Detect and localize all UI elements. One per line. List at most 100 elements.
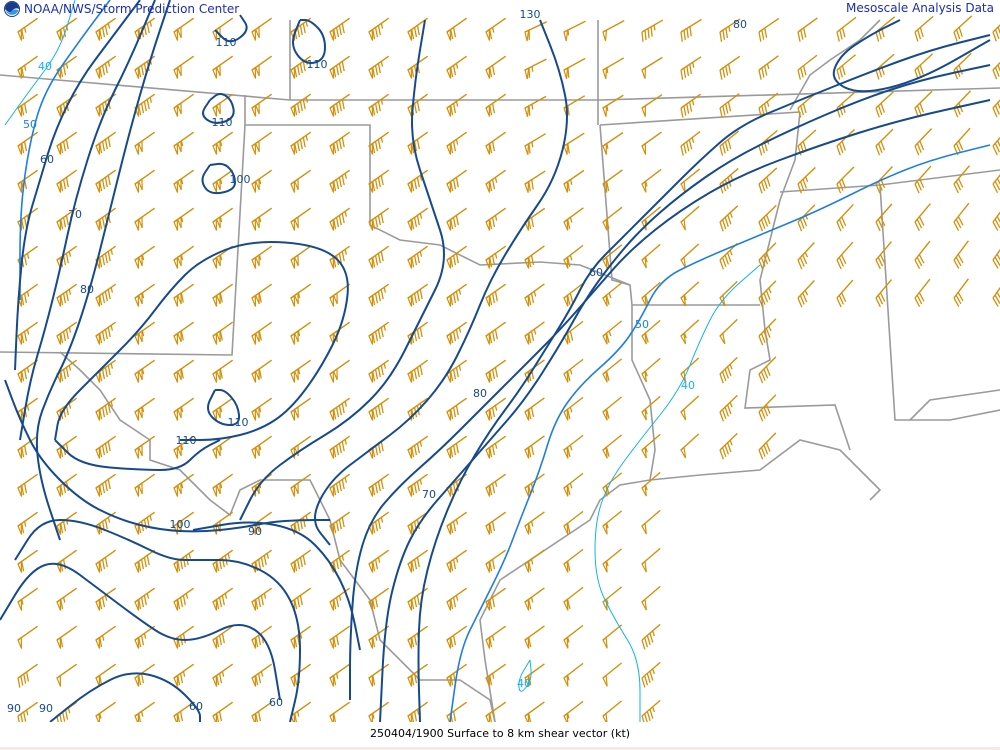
barb-full bbox=[56, 715, 60, 722]
wind-barb bbox=[485, 397, 507, 421]
barb-full bbox=[644, 637, 649, 648]
barb-full bbox=[958, 27, 963, 37]
shear-contour bbox=[54, 439, 221, 472]
wind-barb bbox=[329, 207, 351, 231]
barb-full bbox=[413, 635, 418, 646]
barb-full bbox=[341, 99, 345, 110]
barb-half bbox=[729, 212, 733, 218]
wind-barb bbox=[212, 663, 234, 687]
barb-pennant bbox=[563, 598, 569, 611]
barb-half bbox=[533, 291, 537, 297]
barb-full bbox=[380, 479, 384, 490]
barb-full bbox=[802, 178, 807, 189]
barb-pennant bbox=[56, 598, 62, 611]
barb-full bbox=[341, 441, 345, 452]
barb-full bbox=[452, 445, 457, 456]
barb-pennant bbox=[251, 636, 257, 649]
barb-pennant bbox=[641, 332, 647, 345]
barb-half bbox=[141, 254, 145, 261]
barb-full bbox=[302, 61, 306, 72]
wind-barb bbox=[836, 54, 856, 80]
wind-barb bbox=[407, 245, 429, 269]
barb-pennant bbox=[641, 598, 647, 611]
barb-full bbox=[25, 671, 30, 682]
wind-barb bbox=[290, 131, 312, 155]
barb-pennant bbox=[641, 142, 647, 155]
contour-label: 70 bbox=[422, 488, 436, 501]
barb-full bbox=[374, 369, 379, 380]
barb-full bbox=[758, 69, 762, 80]
barb-full bbox=[683, 30, 686, 41]
barb-pennant bbox=[95, 332, 101, 345]
wind-barb bbox=[329, 663, 351, 687]
barb-full bbox=[450, 333, 454, 344]
barb-full bbox=[413, 673, 418, 684]
wind-barb bbox=[641, 699, 661, 722]
barb-full bbox=[450, 67, 454, 78]
barb-pennant bbox=[407, 370, 413, 383]
barb-full bbox=[377, 25, 381, 36]
barb-full bbox=[880, 103, 885, 113]
barb-staff bbox=[797, 279, 815, 299]
barb-full bbox=[875, 69, 880, 80]
barb-full bbox=[372, 219, 376, 230]
barb-full bbox=[17, 715, 21, 722]
barb-pennant bbox=[293, 253, 299, 267]
barb-full bbox=[877, 181, 883, 191]
barb-pennant bbox=[215, 139, 221, 153]
barb-pennant bbox=[173, 104, 179, 117]
barb-full bbox=[763, 406, 769, 417]
wind-barb bbox=[368, 435, 390, 459]
barb-full bbox=[333, 637, 337, 648]
barb-full bbox=[725, 65, 729, 76]
wind-barb bbox=[56, 283, 78, 307]
barb-full bbox=[143, 557, 147, 568]
barb-half bbox=[455, 519, 459, 525]
barb-full bbox=[372, 257, 376, 268]
barb-full bbox=[333, 485, 337, 496]
wind-barb bbox=[173, 17, 195, 41]
barb-full bbox=[99, 143, 103, 154]
barb-full bbox=[605, 370, 610, 381]
contour-labels: 4050607080100110110110110110100908070605… bbox=[7, 8, 747, 715]
barb-full bbox=[333, 105, 337, 116]
barb-pennant bbox=[719, 294, 726, 307]
wind-barb bbox=[329, 397, 351, 421]
barb-full bbox=[221, 633, 225, 644]
barb-full bbox=[689, 64, 693, 75]
barb-full bbox=[179, 711, 184, 722]
barb-full bbox=[140, 673, 145, 684]
barb-pennant bbox=[368, 408, 374, 421]
barb-full bbox=[60, 561, 64, 572]
barb-staff bbox=[875, 53, 895, 71]
barb-full bbox=[372, 599, 376, 610]
barb-half bbox=[419, 251, 423, 257]
barb-pennant bbox=[485, 180, 491, 193]
barb-pennant bbox=[563, 408, 569, 421]
barb-full bbox=[257, 711, 262, 722]
barb-half bbox=[728, 26, 731, 32]
barb-pennant bbox=[524, 256, 530, 269]
barb-pennant bbox=[524, 598, 530, 611]
barb-full bbox=[763, 368, 769, 379]
barb-pennant bbox=[215, 177, 221, 191]
barb-half bbox=[258, 178, 262, 185]
barb-full bbox=[566, 409, 571, 419]
barb-pennant bbox=[290, 484, 296, 497]
barb-half bbox=[494, 405, 498, 411]
barb-full bbox=[216, 675, 220, 686]
wind-barb bbox=[17, 473, 39, 497]
barb-staff bbox=[758, 167, 778, 185]
wind-barb bbox=[329, 55, 351, 79]
barb-full bbox=[416, 215, 420, 226]
barb-full bbox=[569, 330, 574, 341]
barb-full bbox=[60, 181, 64, 192]
barb-full bbox=[683, 67, 687, 78]
barb-pennant bbox=[602, 370, 608, 383]
barb-full bbox=[450, 295, 454, 306]
barb-full bbox=[299, 595, 303, 606]
barb-pennant bbox=[641, 408, 647, 421]
contour-label: 80 bbox=[473, 387, 487, 400]
contour-label: 130 bbox=[520, 8, 541, 21]
barb-full bbox=[530, 255, 535, 266]
